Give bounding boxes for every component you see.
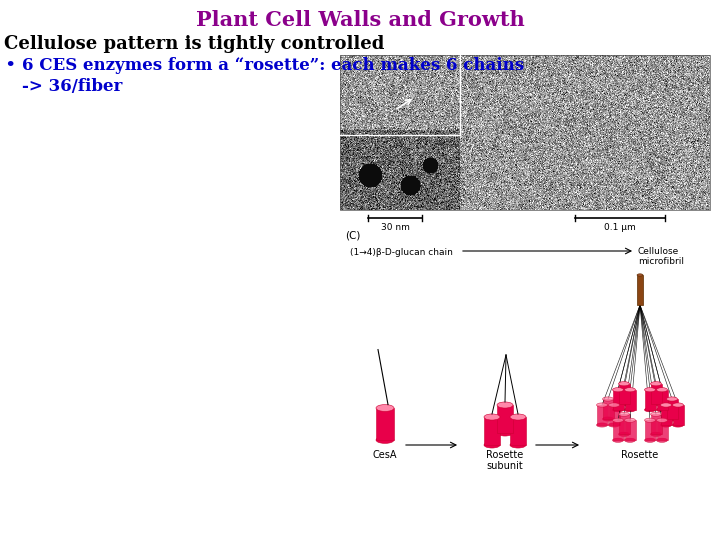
Ellipse shape — [603, 417, 613, 421]
Ellipse shape — [624, 438, 636, 442]
Text: Rosette
subunit: Rosette subunit — [487, 450, 523, 471]
Text: 30 nm: 30 nm — [381, 223, 410, 232]
Ellipse shape — [510, 442, 526, 448]
Ellipse shape — [644, 388, 655, 392]
Ellipse shape — [596, 423, 608, 427]
Bar — [667, 399, 678, 419]
Ellipse shape — [667, 417, 678, 421]
Ellipse shape — [618, 412, 629, 416]
Ellipse shape — [624, 388, 636, 392]
Text: -> 36/fiber: -> 36/fiber — [22, 78, 122, 95]
Ellipse shape — [657, 408, 667, 412]
Ellipse shape — [644, 408, 655, 412]
Bar — [340, 55, 710, 210]
Ellipse shape — [644, 418, 655, 422]
Ellipse shape — [624, 418, 636, 422]
Ellipse shape — [484, 442, 500, 448]
Ellipse shape — [618, 382, 629, 386]
Text: Rosette: Rosette — [621, 450, 659, 460]
Bar — [657, 390, 667, 410]
Ellipse shape — [650, 432, 662, 436]
Bar — [644, 390, 655, 410]
Ellipse shape — [660, 423, 672, 427]
Text: Plant Cell Walls and Growth: Plant Cell Walls and Growth — [196, 10, 524, 30]
Text: CesA: CesA — [373, 450, 397, 460]
Ellipse shape — [376, 436, 394, 443]
Bar — [624, 420, 636, 440]
Ellipse shape — [618, 402, 629, 406]
Ellipse shape — [672, 403, 683, 407]
Bar — [644, 420, 655, 440]
Bar — [484, 417, 500, 445]
Ellipse shape — [613, 438, 624, 442]
Ellipse shape — [497, 430, 513, 436]
Ellipse shape — [608, 403, 619, 407]
Text: 6 CES enzymes form a “rosette”: each makes 6 chains: 6 CES enzymes form a “rosette”: each mak… — [22, 57, 524, 74]
Bar — [660, 405, 672, 425]
Ellipse shape — [613, 388, 624, 392]
Ellipse shape — [667, 397, 678, 401]
Text: 0.1 μm: 0.1 μm — [604, 223, 636, 232]
Bar — [613, 420, 624, 440]
Bar — [618, 414, 629, 434]
Bar — [624, 390, 636, 410]
Ellipse shape — [618, 432, 629, 436]
Ellipse shape — [497, 402, 513, 408]
Bar — [510, 417, 526, 445]
Ellipse shape — [657, 438, 667, 442]
Ellipse shape — [484, 414, 500, 420]
Bar — [596, 405, 608, 425]
Ellipse shape — [672, 423, 683, 427]
Bar — [650, 414, 662, 434]
Ellipse shape — [376, 404, 394, 411]
Text: •: • — [4, 57, 15, 75]
Ellipse shape — [657, 388, 667, 392]
Text: (C): (C) — [345, 230, 361, 240]
Ellipse shape — [608, 423, 619, 427]
Ellipse shape — [644, 438, 655, 442]
Text: (1→4)β-D-glucan chain: (1→4)β-D-glucan chain — [350, 248, 453, 257]
Ellipse shape — [613, 418, 624, 422]
Ellipse shape — [637, 274, 643, 276]
Bar — [618, 384, 629, 404]
Ellipse shape — [650, 382, 662, 386]
Bar — [613, 390, 624, 410]
Bar — [497, 405, 513, 433]
Ellipse shape — [650, 412, 662, 416]
Text: Cellulose
microfibril: Cellulose microfibril — [638, 247, 684, 266]
Bar — [650, 384, 662, 404]
Ellipse shape — [660, 403, 672, 407]
Ellipse shape — [613, 408, 624, 412]
Bar — [657, 420, 667, 440]
Bar — [603, 399, 613, 419]
Ellipse shape — [650, 402, 662, 406]
Bar — [376, 408, 394, 440]
Ellipse shape — [657, 418, 667, 422]
Bar — [608, 405, 619, 425]
Ellipse shape — [510, 414, 526, 420]
Bar — [637, 275, 643, 305]
Ellipse shape — [603, 397, 613, 401]
Text: Cellulose pattern is tightly controlled: Cellulose pattern is tightly controlled — [4, 35, 384, 53]
Bar — [672, 405, 683, 425]
Ellipse shape — [596, 403, 608, 407]
Ellipse shape — [624, 408, 636, 412]
